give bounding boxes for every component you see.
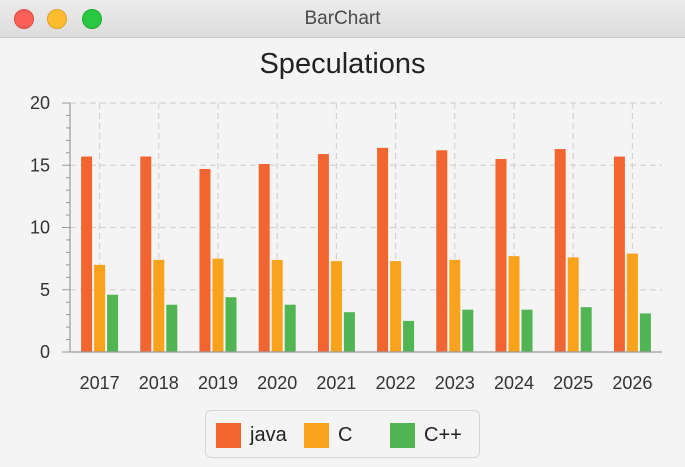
y-tick-label: 0 [40,342,50,362]
x-tick-label: 2022 [376,373,416,393]
bar-java-2019 [199,168,211,352]
bar-c-2024 [508,256,520,352]
title-bar[interactable]: BarChart [0,0,685,38]
bar-java-2018 [140,156,152,352]
bar-java-2024 [495,159,507,352]
legend-label-c: C [338,423,353,446]
x-tick-label: 2025 [553,373,593,393]
bar-cpp-2021 [343,312,355,352]
legend-label-cpp: C++ [424,423,462,446]
y-tick-label: 5 [40,280,50,300]
bar-c-2019 [212,258,224,352]
x-tick-label: 2019 [198,373,238,393]
bar-java-2021 [317,154,329,352]
minimize-window-button[interactable] [47,9,67,29]
chart-legend: java C C++ [205,410,480,458]
bar-c-2018 [153,259,165,352]
bar-cpp-2024 [521,309,533,352]
y-tick-label: 15 [30,155,50,175]
x-tick-label: 2018 [139,373,179,393]
x-tick-label: 2021 [316,373,356,393]
legend-swatch-cpp [390,422,415,448]
legend-item-java: java [216,422,287,448]
bar-java-2022 [377,147,389,352]
bar-java-2026 [613,156,625,352]
bar-c-2017 [94,264,106,352]
bar-cpp-2019 [225,297,237,352]
bar-cpp-2026 [639,313,651,352]
bar-cpp-2018 [166,304,178,352]
chart-title: Speculations [259,48,426,80]
x-tick-label: 2023 [435,373,475,393]
bar-c-2026 [626,253,638,352]
y-tick-label: 10 [30,218,50,238]
bar-c-2023 [449,259,461,352]
bar-cpp-2017 [107,294,119,352]
bar-c-2020 [271,259,283,352]
x-tick-label: 2017 [80,373,120,393]
bar-c-2021 [330,261,342,352]
legend-label-java: java [250,423,287,446]
window-title: BarChart [304,8,381,29]
close-window-button[interactable] [14,9,34,29]
legend-item-c: C [304,422,352,448]
bar-cpp-2025 [580,307,592,352]
legend-item-cpp: C++ [390,422,462,448]
bar-cpp-2023 [462,309,474,352]
legend-swatch-c [304,422,329,448]
bar-cpp-2022 [403,320,415,352]
x-tick-label: 2020 [257,373,297,393]
bar-java-2017 [81,156,93,352]
x-tick-label: 2024 [494,373,534,393]
x-tick-label: 2026 [612,373,652,393]
bar-cpp-2020 [284,304,296,352]
bar-java-2020 [258,164,270,352]
bar-c-2025 [567,257,579,352]
bar-java-2025 [554,149,566,352]
y-tick-label: 20 [30,93,50,113]
legend-swatch-java [216,422,241,448]
bar-java-2023 [436,150,448,352]
maximize-window-button[interactable] [82,9,102,29]
bar-c-2022 [390,261,402,352]
